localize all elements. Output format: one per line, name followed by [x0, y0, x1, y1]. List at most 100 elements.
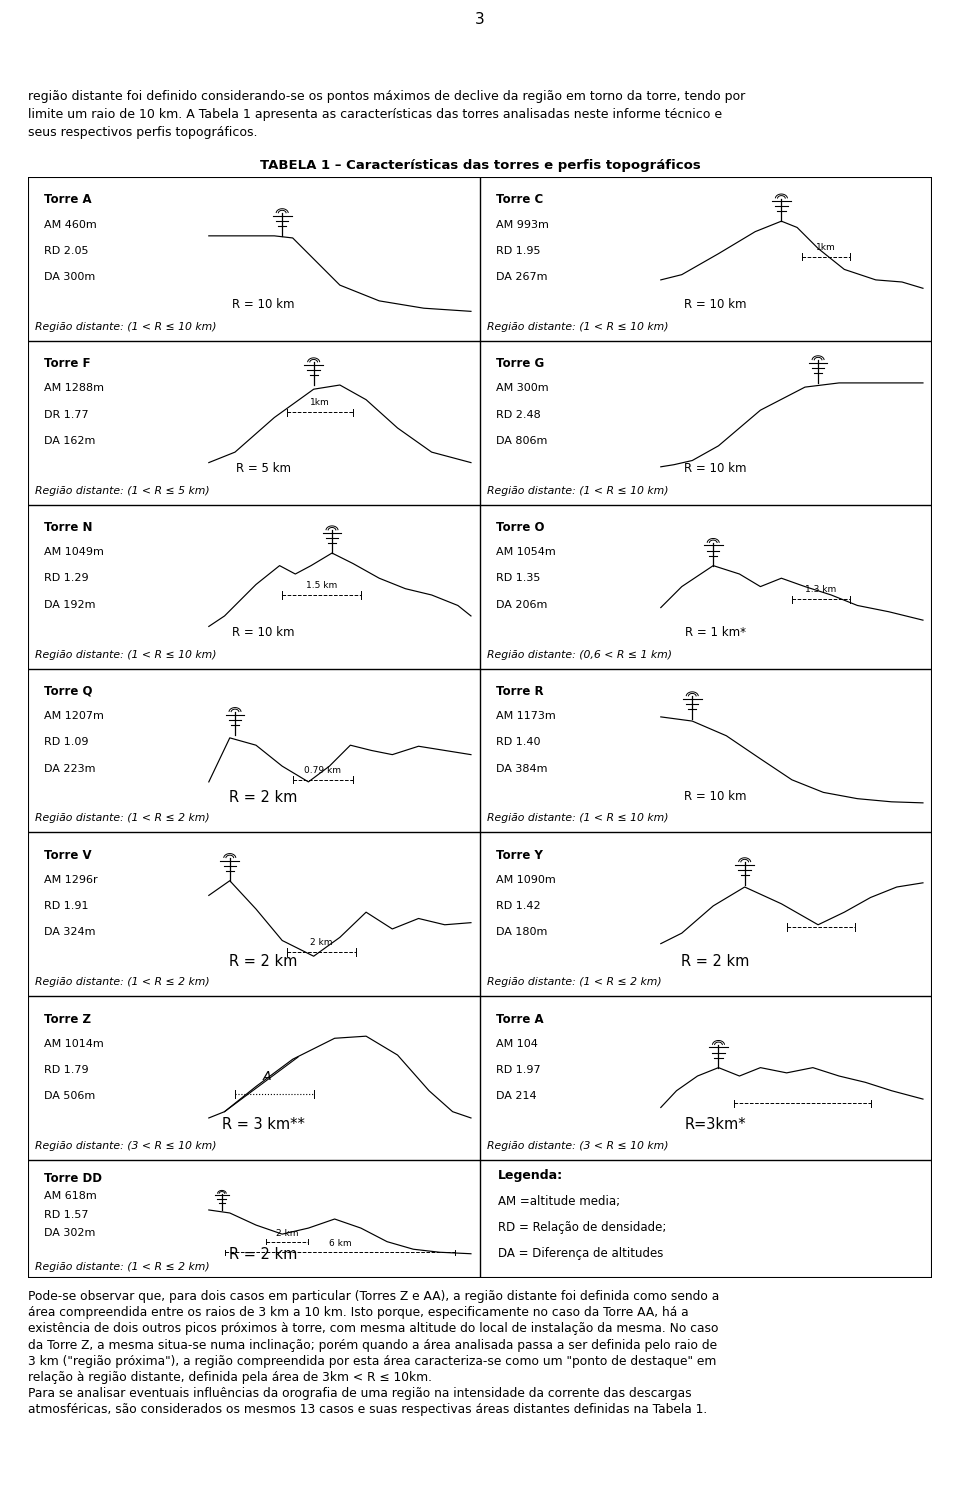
Text: 3 km ("região próxima"), a região compreendida por esta área caracteriza-se como: 3 km ("região próxima"), a região compre…: [28, 1354, 716, 1367]
Text: 1km: 1km: [310, 397, 330, 408]
Text: Torre Z: Torre Z: [44, 1012, 91, 1025]
Text: R = 10 km: R = 10 km: [231, 298, 295, 311]
Text: Região distante: (1 < R ≤ 10 km): Região distante: (1 < R ≤ 10 km): [488, 485, 669, 496]
Text: relação à região distante, definida pela área de 3km < R ≤ 10km.: relação à região distante, definida pela…: [28, 1370, 432, 1384]
Text: DA 223m: DA 223m: [44, 763, 96, 774]
Text: R = 10 km: R = 10 km: [684, 790, 746, 802]
Text: AM =altitude media;: AM =altitude media;: [498, 1195, 620, 1208]
Text: DA 324m: DA 324m: [44, 927, 96, 937]
Text: DA 300m: DA 300m: [44, 272, 96, 283]
Text: 3: 3: [475, 12, 485, 27]
Text: Torre F: Torre F: [44, 357, 91, 371]
Text: AM 1288m: AM 1288m: [44, 384, 105, 393]
Text: 1.3 km: 1.3 km: [805, 585, 836, 594]
Text: RD 1.35: RD 1.35: [496, 573, 540, 583]
Text: TABELA 1 – Características das torres e perfis topográficos: TABELA 1 – Características das torres e …: [259, 159, 701, 173]
Text: R = 10 km: R = 10 km: [684, 463, 746, 475]
Text: 0.79 km: 0.79 km: [304, 765, 342, 775]
Text: Região distante: (3 < R ≤ 10 km): Região distante: (3 < R ≤ 10 km): [488, 1141, 669, 1152]
Text: seus respectivos perfis topográficos.: seus respectivos perfis topográficos.: [28, 126, 257, 138]
Text: Torre Q: Torre Q: [44, 684, 93, 698]
Text: RD 1.40: RD 1.40: [496, 738, 540, 747]
Text: limite um raio de 10 km. A Tabela 1 apresenta as características das torres anal: limite um raio de 10 km. A Tabela 1 apre…: [28, 109, 722, 121]
Text: AM 1090m: AM 1090m: [496, 875, 556, 885]
Text: região distante foi definido considerando-se os pontos máximos de declive da reg: região distante foi definido considerand…: [28, 89, 745, 103]
Text: Torre DD: Torre DD: [44, 1173, 103, 1184]
Text: R = 2 km: R = 2 km: [681, 954, 749, 969]
Text: DA 384m: DA 384m: [496, 763, 548, 774]
Text: RD 1.91: RD 1.91: [44, 902, 88, 911]
Text: Região distante: (1 < R ≤ 10 km): Região distante: (1 < R ≤ 10 km): [36, 649, 217, 659]
Text: AM 1054m: AM 1054m: [496, 548, 556, 558]
Text: Torre Y: Torre Y: [496, 848, 543, 862]
Text: 1.5 km: 1.5 km: [306, 580, 337, 589]
Text: AM 618m: AM 618m: [44, 1190, 97, 1201]
Text: Região distante: (1 < R ≤ 5 km): Região distante: (1 < R ≤ 5 km): [36, 485, 210, 496]
Text: R = 2 km: R = 2 km: [228, 954, 298, 969]
Text: Torre V: Torre V: [44, 848, 92, 862]
Text: RD 1.09: RD 1.09: [44, 738, 88, 747]
Text: Torre R: Torre R: [496, 684, 544, 698]
Text: Torre G: Torre G: [496, 357, 544, 371]
Text: Para se analisar eventuais influências da orografia de uma região na intensidade: Para se analisar eventuais influências d…: [28, 1387, 691, 1400]
Text: DA 506m: DA 506m: [44, 1091, 96, 1101]
Text: Torre N: Torre N: [44, 521, 93, 534]
Text: Torre A: Torre A: [496, 1012, 544, 1025]
Text: RD = Relação de densidade;: RD = Relação de densidade;: [498, 1222, 666, 1235]
Text: Região distante: (1 < R ≤ 2 km): Região distante: (1 < R ≤ 2 km): [36, 978, 210, 987]
Text: AM 300m: AM 300m: [496, 384, 549, 393]
Text: AM 1014m: AM 1014m: [44, 1039, 104, 1049]
Text: 2 km: 2 km: [276, 1229, 299, 1238]
Text: A: A: [262, 1070, 271, 1082]
Text: AM 1049m: AM 1049m: [44, 548, 104, 558]
Text: Legenda:: Legenda:: [498, 1170, 564, 1183]
Text: 1km: 1km: [816, 243, 836, 251]
Text: Torre O: Torre O: [496, 521, 544, 534]
Text: DR 1.77: DR 1.77: [44, 409, 89, 420]
Text: RD 2.48: RD 2.48: [496, 409, 541, 420]
Text: da Torre Z, a mesma situa-se numa inclinação; porém quando a área analisada pass: da Torre Z, a mesma situa-se numa inclin…: [28, 1339, 717, 1351]
Text: Região distante: (1 < R ≤ 2 km): Região distante: (1 < R ≤ 2 km): [36, 1262, 210, 1272]
Text: R=3km*: R=3km*: [684, 1117, 746, 1132]
Text: RD 2.05: RD 2.05: [44, 246, 88, 256]
Text: R = 5 km: R = 5 km: [235, 463, 291, 475]
Text: AM 993m: AM 993m: [496, 220, 549, 229]
Text: existência de dois outros picos próximos à torre, com mesma altitude do local de: existência de dois outros picos próximos…: [28, 1323, 718, 1335]
Text: Região distante: (0,6 < R ≤ 1 km): Região distante: (0,6 < R ≤ 1 km): [488, 649, 672, 659]
Text: Região distante: (1 < R ≤ 10 km): Região distante: (1 < R ≤ 10 km): [488, 321, 669, 332]
Text: R = 2 km: R = 2 km: [228, 1247, 298, 1262]
Text: R = 2 km: R = 2 km: [228, 790, 298, 805]
Text: AM 1207m: AM 1207m: [44, 711, 104, 722]
Text: DA 267m: DA 267m: [496, 272, 548, 283]
Text: RD 1.79: RD 1.79: [44, 1065, 89, 1074]
Text: R = 3 km**: R = 3 km**: [222, 1117, 304, 1132]
Text: DA 806m: DA 806m: [496, 436, 547, 446]
Text: Região distante: (3 < R ≤ 10 km): Região distante: (3 < R ≤ 10 km): [36, 1141, 217, 1152]
Text: RD 1.42: RD 1.42: [496, 902, 540, 911]
Text: DA 180m: DA 180m: [496, 927, 547, 937]
Text: Torre C: Torre C: [496, 193, 543, 207]
Text: 2 km: 2 km: [310, 937, 333, 946]
Text: Região distante: (1 < R ≤ 2 km): Região distante: (1 < R ≤ 2 km): [36, 814, 210, 823]
Text: RD 1.57: RD 1.57: [44, 1210, 88, 1220]
Text: Pode-se observar que, para dois casos em particular (Torres Z e AA), a região di: Pode-se observar que, para dois casos em…: [28, 1290, 719, 1303]
Text: Torre A: Torre A: [44, 193, 92, 207]
Text: DA 214: DA 214: [496, 1091, 537, 1101]
Text: AM 460m: AM 460m: [44, 220, 97, 229]
Text: Região distante: (1 < R ≤ 10 km): Região distante: (1 < R ≤ 10 km): [488, 814, 669, 823]
Text: DA 162m: DA 162m: [44, 436, 96, 446]
Text: atmosféricas, são considerados os mesmos 13 casos e suas respectivas áreas dista: atmosféricas, são considerados os mesmos…: [28, 1403, 708, 1417]
Text: RD 1.29: RD 1.29: [44, 573, 89, 583]
Text: Região distante: (1 < R ≤ 10 km): Região distante: (1 < R ≤ 10 km): [36, 321, 217, 332]
Text: DA 302m: DA 302m: [44, 1229, 96, 1238]
Text: DA 206m: DA 206m: [496, 600, 547, 610]
Text: R = 10 km: R = 10 km: [231, 626, 295, 638]
Text: R = 10 km: R = 10 km: [684, 298, 746, 311]
Text: AM 104: AM 104: [496, 1039, 539, 1049]
Text: DA 192m: DA 192m: [44, 600, 96, 610]
Text: AM 1296r: AM 1296r: [44, 875, 98, 885]
Text: RD 1.95: RD 1.95: [496, 246, 540, 256]
Text: DA = Diferença de altitudes: DA = Diferença de altitudes: [498, 1247, 663, 1260]
Text: área compreendida entre os raios de 3 km a 10 km. Isto porque, especificamente n: área compreendida entre os raios de 3 km…: [28, 1306, 688, 1320]
Text: R = 1 km*: R = 1 km*: [684, 626, 746, 638]
